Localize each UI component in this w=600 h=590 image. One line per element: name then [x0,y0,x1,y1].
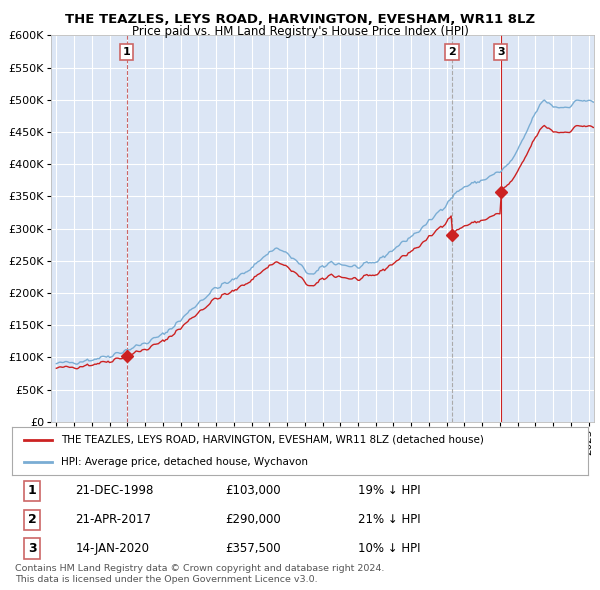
Text: HPI: Average price, detached house, Wychavon: HPI: Average price, detached house, Wych… [61,457,308,467]
Text: £357,500: £357,500 [225,542,281,555]
Text: THE TEAZLES, LEYS ROAD, HARVINGTON, EVESHAM, WR11 8LZ (detached house): THE TEAZLES, LEYS ROAD, HARVINGTON, EVES… [61,435,484,445]
Text: 2: 2 [28,513,37,526]
Text: THE TEAZLES, LEYS ROAD, HARVINGTON, EVESHAM, WR11 8LZ: THE TEAZLES, LEYS ROAD, HARVINGTON, EVES… [65,13,535,26]
Text: This data is licensed under the Open Government Licence v3.0.: This data is licensed under the Open Gov… [15,575,317,584]
Text: 2: 2 [448,47,456,57]
Text: 3: 3 [497,47,505,57]
Text: 10% ↓ HPI: 10% ↓ HPI [358,542,420,555]
Text: 21-APR-2017: 21-APR-2017 [76,513,151,526]
Text: £290,000: £290,000 [225,513,281,526]
Text: Price paid vs. HM Land Registry's House Price Index (HPI): Price paid vs. HM Land Registry's House … [131,25,469,38]
Text: 1: 1 [28,484,37,497]
Text: 21% ↓ HPI: 21% ↓ HPI [358,513,420,526]
Text: 19% ↓ HPI: 19% ↓ HPI [358,484,420,497]
Text: £103,000: £103,000 [225,484,281,497]
Text: 21-DEC-1998: 21-DEC-1998 [76,484,154,497]
Text: 1: 1 [123,47,130,57]
Text: 3: 3 [28,542,37,555]
Text: Contains HM Land Registry data © Crown copyright and database right 2024.: Contains HM Land Registry data © Crown c… [15,565,385,573]
Text: 14-JAN-2020: 14-JAN-2020 [76,542,149,555]
